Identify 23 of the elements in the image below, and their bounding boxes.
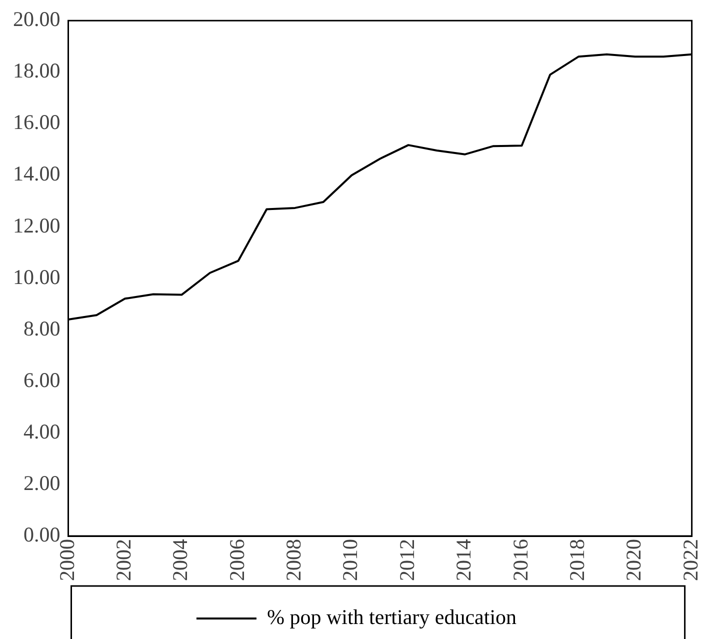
x-tick-label: 2022 — [678, 539, 702, 581]
x-tick-label: 2008 — [282, 539, 306, 581]
y-tick-label: 2.00 — [24, 470, 60, 495]
y-tick-label: 12.00 — [13, 213, 60, 238]
x-tick-label: 2012 — [394, 539, 419, 581]
x-tick-label: 2018 — [564, 539, 589, 581]
y-tick-label: 4.00 — [24, 419, 60, 444]
x-tick-label: 2014 — [452, 538, 476, 581]
x-tick-label: 2002 — [111, 539, 136, 581]
x-tick-label: 2004 — [168, 538, 192, 581]
x-tick-label: 2006 — [224, 539, 249, 581]
y-tick-label: 6.00 — [24, 368, 60, 392]
y-tick-label: 10.00 — [13, 264, 60, 289]
y-tick-label: 8.00 — [24, 316, 60, 340]
y-tick-label: 20.00 — [13, 7, 60, 32]
legend-label: % pop with tertiary education — [266, 605, 518, 630]
y-tick-label: 16.00 — [13, 110, 60, 134]
y-tick-label: 0.00 — [24, 522, 60, 547]
x-tick-label: 2020 — [622, 539, 646, 581]
y-tick-label: 18.00 — [13, 58, 60, 83]
x-tick-label: 2010 — [338, 539, 362, 581]
y-tick-label: 14.00 — [13, 162, 60, 186]
x-tick-label: 2016 — [508, 539, 532, 581]
